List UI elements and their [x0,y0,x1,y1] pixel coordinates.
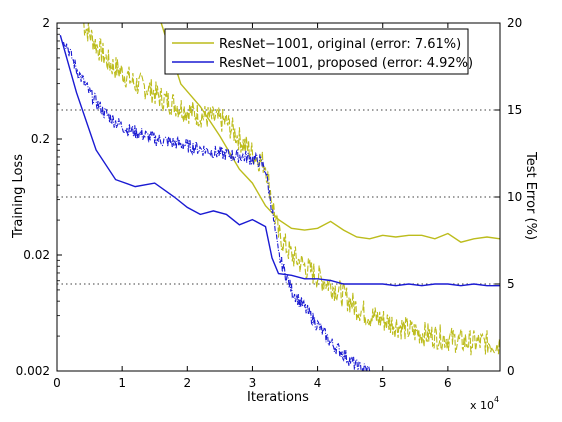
grid-lines [57,109,500,285]
training-loss-line [62,41,371,371]
training-loss-line [82,23,500,356]
test-error-line [59,35,500,287]
x-tick-label: 6 [444,376,452,390]
series-proposed [59,35,500,371]
left-y-axis-label: Training Loss [11,154,26,239]
x-tick-label: 0 [53,376,61,390]
x-axis-label: Iterations [247,390,309,405]
right-y-tick-label: 5 [507,277,515,291]
right-y-tick-label: 15 [507,103,522,117]
x-tick-label: 1 [118,376,126,390]
x-multiplier-exponent: 4 [494,395,499,404]
legend: ResNet−1001, original (error: 7.61%) Res… [164,28,473,75]
x-axis-multiplier: x 10 4 [470,395,499,412]
right-y-tick-label: 0 [507,364,515,378]
legend-label-original: ResNet−1001, original (error: 7.61%) [219,37,461,52]
x-tick-label: 3 [249,376,257,390]
x-tick-label: 4 [314,376,322,390]
x-tick-label: 5 [379,376,387,390]
legend-label-proposed: ResNet−1001, proposed (error: 4.92%) [219,56,473,71]
series-original [82,23,500,356]
left-y-tick-label: 0.002 [16,364,50,378]
right-y-tick-label: 10 [507,190,522,204]
right-y-axis-label: Test Error (%) [523,151,538,240]
x-tick-label: 2 [183,376,191,390]
legend-box [164,28,469,75]
test-error-line [160,23,500,243]
axis-ticks: 0 1 2 3 4 5 6 2 0.2 0.02 0.002 20 15 10 5 0 [16,16,523,390]
x-multiplier-text: x 10 [470,399,494,412]
right-y-tick-label: 20 [507,16,522,30]
left-y-tick-label: 0.02 [23,248,50,262]
left-y-tick-label: 2 [42,16,50,30]
left-y-tick-label: 0.2 [31,132,50,146]
series-layer [59,23,500,371]
